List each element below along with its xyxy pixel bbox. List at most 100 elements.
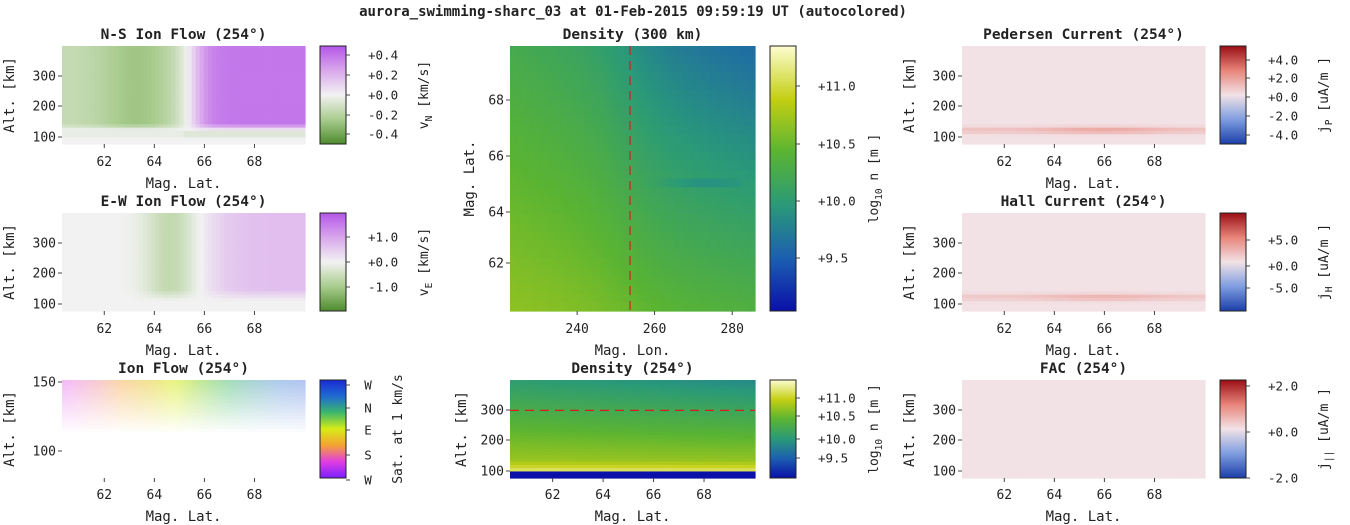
heatmap-cell [163,242,168,247]
heatmap-cell [163,301,168,306]
heatmap-cell [163,278,168,283]
heatmap-cell [155,111,160,116]
heatmap-cell [232,406,237,410]
heatmap-cell [171,252,176,257]
heatmap-cell [203,81,209,86]
heatmap-cell [110,140,116,145]
heatmap-cell [228,75,233,80]
heatmap-cell [130,380,136,384]
heatmap-cell [292,265,298,270]
heatmap-cell [232,271,237,276]
heatmap-cell [110,62,116,67]
heatmap-cell [167,75,172,80]
heatmap-cell [276,52,282,57]
heatmap-cell [70,396,75,401]
heatmap-cell [296,216,302,221]
heatmap-cell [102,137,108,142]
heatmap-cell [280,304,286,309]
heatmap-cell [183,78,189,83]
heatmap-cell [74,278,79,283]
heatmap-cell [110,75,116,80]
heatmap-cell [260,46,266,50]
heatmap-cell [276,278,282,283]
heatmap-cell [232,104,237,109]
heatmap-cell [147,258,152,263]
heatmap-cell [106,49,112,54]
heatmap-cell [240,140,245,145]
heatmap-cell [86,301,91,306]
heatmap-cell [126,59,132,63]
heatmap-cell [171,288,176,292]
heatmap-cell [151,222,156,227]
heatmap-cell [211,81,217,86]
heatmap-cell [195,232,201,237]
heatmap-cell [66,229,71,234]
heatmap-cell [138,380,144,384]
heatmap-cell [236,65,241,70]
heatmap-cell [98,72,104,76]
heatmap-cell [195,52,201,57]
heatmap-cell [143,62,148,67]
heatmap-cell [143,232,148,237]
heatmap-cell [98,386,104,391]
heatmap-cell [199,255,205,260]
heatmap-cell [143,226,148,230]
heatmap-cell [219,268,225,273]
heatmap-cell [256,52,262,57]
heatmap-cell [94,219,100,224]
heatmap-cell [94,78,100,83]
heatmap-cell [143,307,148,312]
heatmap-cell [163,409,168,414]
heatmap-cell [134,108,140,112]
heatmap-cell [228,380,233,384]
heatmap-cell [272,91,278,96]
heatmap-cell [240,52,245,57]
heatmap-cell [203,258,209,263]
heatmap-cell [130,229,136,234]
heatmap-cell [300,268,306,273]
heatmap-cell [122,216,128,221]
heatmap-cell [70,124,75,129]
heatmap-cell [195,268,201,273]
heatmap-cell [264,386,270,391]
heatmap-cell [134,95,140,99]
heatmap-cell [143,406,148,410]
heatmap-cell [62,252,67,257]
heatmap-cell [244,281,249,286]
heatmap-cell [110,396,116,401]
heatmap-cell [94,111,100,116]
heatmap-cell [94,65,100,70]
heatmap-cell [134,81,140,86]
heatmap-cell [195,213,201,217]
heatmap-cell [252,117,257,122]
heatmap-cell [159,271,164,276]
heatmap-cell [147,229,152,234]
heatmap-cell [272,124,278,129]
heatmap-cell [244,402,249,407]
heatmap-cell [82,121,87,125]
heatmap-cell [224,104,229,109]
heatmap-cell [147,98,152,103]
heatmap-cell [207,248,213,253]
heatmap-cell [126,85,132,90]
heatmap-cell [187,72,193,76]
heatmap-cell [138,284,144,289]
heatmap-cell [70,284,75,289]
heatmap-cell [179,114,185,119]
heatmap-cell [114,262,120,266]
heatmap-cell [175,216,181,221]
heatmap-cell [179,111,185,116]
heatmap-cell [296,245,302,250]
heatmap-cell [183,248,189,253]
heatmap-cell [232,248,237,253]
heatmap-cell [187,46,193,50]
heatmap-cell [110,111,116,116]
heatmap-cell [236,255,241,260]
heatmap-cell [191,130,197,135]
heatmap-cell [179,406,185,410]
heatmap-cell [211,46,217,50]
heatmap-cell [94,124,100,129]
heatmap-cell [211,291,217,296]
heatmap-cell [102,386,108,391]
heatmap-cell [171,255,176,260]
